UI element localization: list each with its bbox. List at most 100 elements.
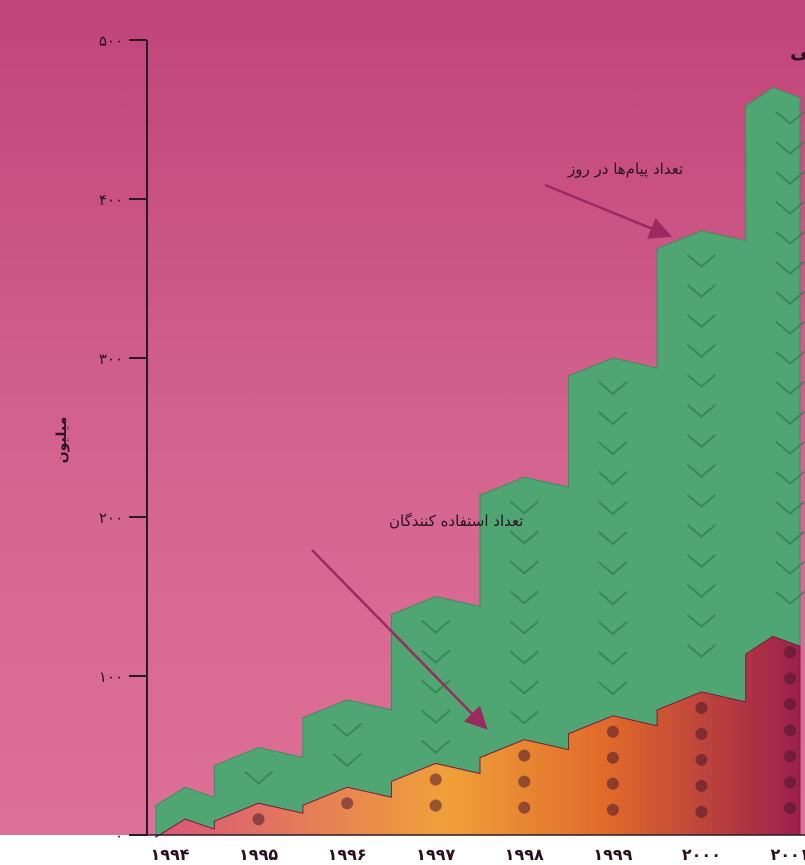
messages-annotation: تعداد پیام‌ها در روز xyxy=(567,160,683,179)
envelope-mark xyxy=(686,344,717,359)
envelope-mark xyxy=(775,110,805,126)
envelope-mark xyxy=(509,590,539,605)
envelope-mark xyxy=(686,524,717,539)
person-head-mark xyxy=(784,646,796,659)
envelope-mark xyxy=(686,494,717,509)
x-axis-ticks: ۱۹۹۴ ۱۹۹۵ ۱۹۹۶ ۱۹۹۷ ۱۹۹۸ ۱۹۹۹ ۲۰۰۰ ۲۰۰۱ xyxy=(150,845,805,864)
person-head-mark xyxy=(784,698,796,711)
person-head-mark xyxy=(341,797,354,810)
envelope-mark xyxy=(686,434,717,449)
person-head-mark xyxy=(606,751,619,764)
envelope-mark xyxy=(509,620,539,635)
person-head-mark xyxy=(784,802,796,815)
series-messages-area xyxy=(155,87,801,836)
person-head-mark xyxy=(606,725,619,738)
y-tick-label: ۴۰۰ xyxy=(99,191,123,209)
person-head-mark xyxy=(429,773,442,786)
envelope-mark xyxy=(598,411,628,426)
person-head-mark xyxy=(606,803,619,816)
envelope-mark xyxy=(775,440,805,456)
person-head-mark xyxy=(695,779,708,792)
envelope-mark xyxy=(598,561,628,576)
envelope-mark xyxy=(686,554,717,569)
envelope-mark xyxy=(332,753,362,768)
envelope-mark xyxy=(775,140,805,156)
x-axis-strip xyxy=(0,835,805,865)
envelope-mark xyxy=(243,770,274,785)
person-head-mark xyxy=(518,801,531,814)
envelope-mark xyxy=(775,290,805,306)
envelope-mark xyxy=(509,500,539,515)
x-tick-label: ۱۹۹۸ xyxy=(505,845,544,864)
x-tick-label: ۱۹۹۴ xyxy=(150,845,189,864)
envelope-mark xyxy=(686,404,717,419)
y-tick-label: ۱۰۰ xyxy=(99,668,123,686)
envelope-mark xyxy=(686,314,717,329)
envelope-mark xyxy=(775,380,805,396)
envelope-mark xyxy=(332,723,362,738)
person-head-mark xyxy=(784,750,796,763)
person-head-mark xyxy=(784,724,796,737)
y-axis-ticks: ۰ ۱۰۰ ۲۰۰ ۳۰۰ ۴۰۰ ۵۰۰ xyxy=(99,32,147,845)
person-head-mark xyxy=(695,727,708,740)
y-tick-label: ۳۰۰ xyxy=(99,350,123,368)
envelope-mark xyxy=(775,230,805,246)
envelope-mark xyxy=(598,471,628,486)
envelope-mark xyxy=(775,260,805,276)
envelope-mark xyxy=(775,350,805,366)
envelope-mark xyxy=(598,531,628,546)
area-layer xyxy=(155,87,801,838)
y-axis-label: میلیون xyxy=(54,417,70,464)
envelope-mark xyxy=(686,284,717,299)
envelope-mark xyxy=(598,621,628,636)
envelope-mark xyxy=(598,591,628,606)
envelope-mark xyxy=(775,590,805,606)
envelope-mark xyxy=(509,710,539,725)
person-head-mark xyxy=(695,701,708,714)
envelope-mark xyxy=(598,681,628,696)
envelope-mark xyxy=(421,739,451,754)
y-tick-label: ۵۰۰ xyxy=(99,32,123,50)
envelope-mark xyxy=(509,650,539,665)
envelope-mark xyxy=(598,651,628,666)
envelope-mark xyxy=(509,680,539,695)
x-tick-label: ۲۰۰۱ xyxy=(770,845,805,864)
envelope-mark xyxy=(775,320,805,336)
person-head-mark xyxy=(606,777,619,790)
envelope-mark xyxy=(775,560,805,576)
envelope-mark xyxy=(686,254,717,269)
envelope-mark xyxy=(775,410,805,426)
envelope-mark xyxy=(421,649,451,664)
x-tick-label: ۱۹۹۹ xyxy=(593,845,632,864)
series-users-area xyxy=(155,635,801,838)
envelope-mark xyxy=(686,644,717,659)
x-tick-label: ۲۰۰۰ xyxy=(682,845,721,864)
messages-annotation-arrow xyxy=(544,183,673,239)
person-head-mark xyxy=(695,805,708,818)
envelope-mark xyxy=(775,500,805,516)
envelope-mark xyxy=(686,374,717,389)
envelope-mark xyxy=(686,464,717,479)
person-head-mark xyxy=(252,813,265,826)
users-annotation-arrow xyxy=(311,549,488,730)
envelope-mark xyxy=(775,470,805,486)
envelope-mark xyxy=(686,614,717,629)
envelope-mark xyxy=(509,560,539,575)
envelope-mark xyxy=(686,584,717,599)
y-tick-label: ۰ xyxy=(115,827,123,845)
person-head-mark xyxy=(518,749,531,762)
y-tick-label: ۲۰۰ xyxy=(99,509,123,527)
envelope-mark xyxy=(598,441,628,456)
envelope-mark xyxy=(775,530,805,546)
envelope-mark xyxy=(775,170,805,186)
envelope-mark xyxy=(775,200,805,216)
person-head-mark xyxy=(695,753,708,766)
envelope-mark xyxy=(598,501,628,516)
area-pattern-layer xyxy=(243,110,805,826)
users-annotation: تعداد استفاده کنندگان xyxy=(389,512,523,530)
chart-title: تعداد استفاده کنندگان و پیام‌های پست‌های… xyxy=(790,39,805,64)
envelope-mark xyxy=(421,619,451,634)
envelope-mark xyxy=(509,530,539,545)
envelope-mark xyxy=(598,381,628,396)
